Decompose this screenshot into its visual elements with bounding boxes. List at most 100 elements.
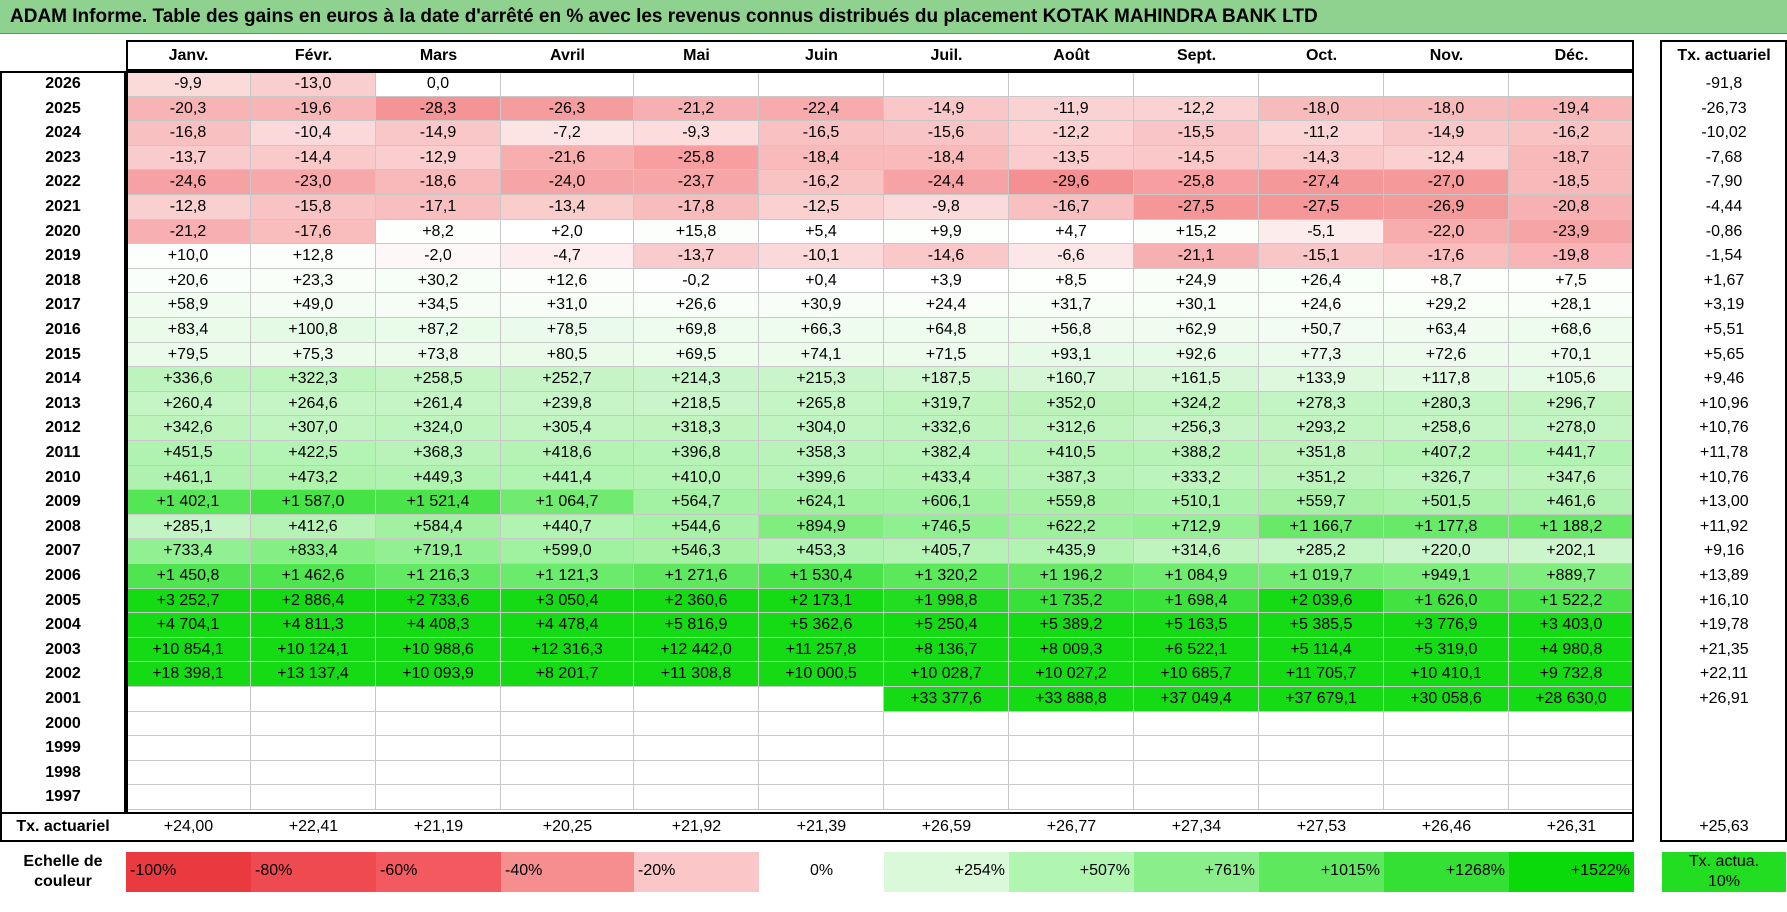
heat-cell: +77,3 — [1259, 342, 1384, 368]
heat-cell: -16,7 — [1009, 195, 1134, 220]
heat-cell: +326,7 — [1384, 465, 1509, 491]
heat-cell: +3 776,9 — [1384, 613, 1509, 638]
heat-cell: -20,8 — [1509, 195, 1634, 220]
heat-cell: -11,9 — [1009, 96, 1134, 122]
heat-cell: +73,8 — [376, 342, 501, 368]
heat-cell: +160,7 — [1009, 367, 1134, 392]
year-label: 2002 — [45, 665, 81, 683]
heat-cell: -9,8 — [884, 195, 1009, 220]
heat-cell: -27,4 — [1259, 170, 1384, 195]
heat-cell: 0,0 — [376, 72, 501, 97]
heat-cell: -19,4 — [1509, 96, 1634, 122]
heat-cell: -29,6 — [1009, 170, 1134, 195]
heat-cell: -27,5 — [1259, 195, 1384, 220]
heat-cell: +71,5 — [884, 342, 1009, 368]
heat-cell: +285,2 — [1259, 539, 1384, 564]
heat-cell: +8 201,7 — [501, 662, 634, 687]
rate-cell: -0,86 — [1705, 222, 1743, 240]
heat-cell: +347,6 — [1509, 465, 1634, 491]
heat-cell — [1009, 785, 1134, 810]
heat-cell: -17,6 — [1384, 244, 1509, 269]
heat-cell: -12,2 — [1009, 121, 1134, 146]
heat-cell: +11 257,8 — [759, 637, 884, 663]
heat-cell: -14,9 — [376, 121, 501, 146]
heat-cell: +894,9 — [759, 514, 884, 540]
heat-cell: +407,2 — [1384, 441, 1509, 466]
heat-cell: +2 039,6 — [1259, 588, 1384, 614]
heat-cell: +405,7 — [884, 539, 1009, 564]
heat-cell: -17,6 — [251, 219, 376, 245]
heat-cell: -11,2 — [1259, 121, 1384, 146]
month-header: Nov. — [1429, 47, 1464, 64]
heat-cell: +256,3 — [1134, 416, 1259, 441]
heat-cell: -15,5 — [1134, 121, 1259, 146]
rate-cell: +9,46 — [1703, 370, 1745, 388]
heat-cell — [501, 760, 634, 786]
heat-cell: -27,5 — [1134, 195, 1259, 220]
heat-cell: +501,5 — [1384, 490, 1509, 515]
heat-cell: -12,5 — [759, 195, 884, 220]
heat-cell: +1 196,2 — [1009, 564, 1134, 589]
heat-cell: +4 408,3 — [376, 613, 501, 638]
heat-cell — [1134, 711, 1259, 737]
heat-cell — [634, 760, 759, 786]
heat-cell: +1 530,4 — [759, 564, 884, 589]
heat-cell: +215,3 — [759, 367, 884, 392]
heat-cell: +435,9 — [1009, 539, 1134, 564]
heat-cell: +4 704,1 — [126, 613, 251, 638]
heat-cell — [501, 72, 634, 97]
scale-rate-swatch: Tx. actua. 10% — [1662, 852, 1786, 892]
heat-cell: +3 403,0 — [1509, 613, 1634, 638]
year-label: 2022 — [45, 173, 81, 191]
heat-cell: +314,6 — [1134, 539, 1259, 564]
heat-cell: +31,7 — [1009, 293, 1134, 318]
heat-cell — [1384, 736, 1509, 761]
heat-cell: +37 679,1 — [1259, 687, 1384, 712]
heat-cell: +544,6 — [634, 514, 759, 540]
heat-cell: +5 385,5 — [1259, 613, 1384, 638]
heat-cell: -16,8 — [126, 121, 251, 146]
scale-label: Echelle de couleur — [23, 853, 103, 890]
heat-cell: +10,0 — [126, 244, 251, 269]
heat-cell — [884, 760, 1009, 786]
heat-cell: +396,8 — [634, 441, 759, 466]
heat-cell: +70,1 — [1509, 342, 1634, 368]
heat-cell — [251, 711, 376, 737]
heat-cell: +12,8 — [251, 244, 376, 269]
heat-cell: -26,3 — [501, 96, 634, 122]
heat-cell: +1 121,3 — [501, 564, 634, 589]
heat-cell: +83,4 — [126, 318, 251, 343]
heat-cell: -16,2 — [1509, 121, 1634, 146]
heat-cell — [1259, 760, 1384, 786]
heat-cell: +8,5 — [1009, 268, 1134, 294]
heat-cell: +1 698,4 — [1134, 588, 1259, 614]
heat-cell: +265,8 — [759, 391, 884, 417]
heat-cell: +80,5 — [501, 342, 634, 368]
heat-cell: -12,2 — [1134, 96, 1259, 122]
heat-cell: -13,5 — [1009, 145, 1134, 171]
heat-cell: -24,6 — [126, 170, 251, 195]
year-label: 2000 — [45, 714, 81, 732]
heat-cell: +1 271,6 — [634, 564, 759, 589]
heat-cell: +2 173,1 — [759, 588, 884, 614]
heat-cell: +1 521,4 — [376, 490, 501, 515]
footer-rate: +27,34 — [1171, 818, 1222, 835]
heat-cell: +58,9 — [126, 293, 251, 318]
heat-cell: +312,6 — [1009, 416, 1134, 441]
heat-cell: +441,7 — [1509, 441, 1634, 466]
heat-cell: +7,5 — [1509, 268, 1634, 294]
heat-cell: +10 028,7 — [884, 662, 1009, 687]
heat-cell: +599,0 — [501, 539, 634, 564]
heat-cell: -21,2 — [634, 96, 759, 122]
footer-rate: +26,77 — [1046, 818, 1097, 835]
heat-cell: -6,6 — [1009, 244, 1134, 269]
year-label: 2015 — [45, 345, 81, 363]
heat-cell: +4 980,8 — [1509, 637, 1634, 663]
heat-cell: -24,0 — [501, 170, 634, 195]
heat-cell: +24,4 — [884, 293, 1009, 318]
scale-swatch: +761% — [1134, 852, 1259, 892]
heat-cell: -13,4 — [501, 195, 634, 220]
heat-cell: +293,2 — [1259, 416, 1384, 441]
scale-swatch: -80% — [251, 852, 376, 892]
heat-cell: -15,6 — [884, 121, 1009, 146]
